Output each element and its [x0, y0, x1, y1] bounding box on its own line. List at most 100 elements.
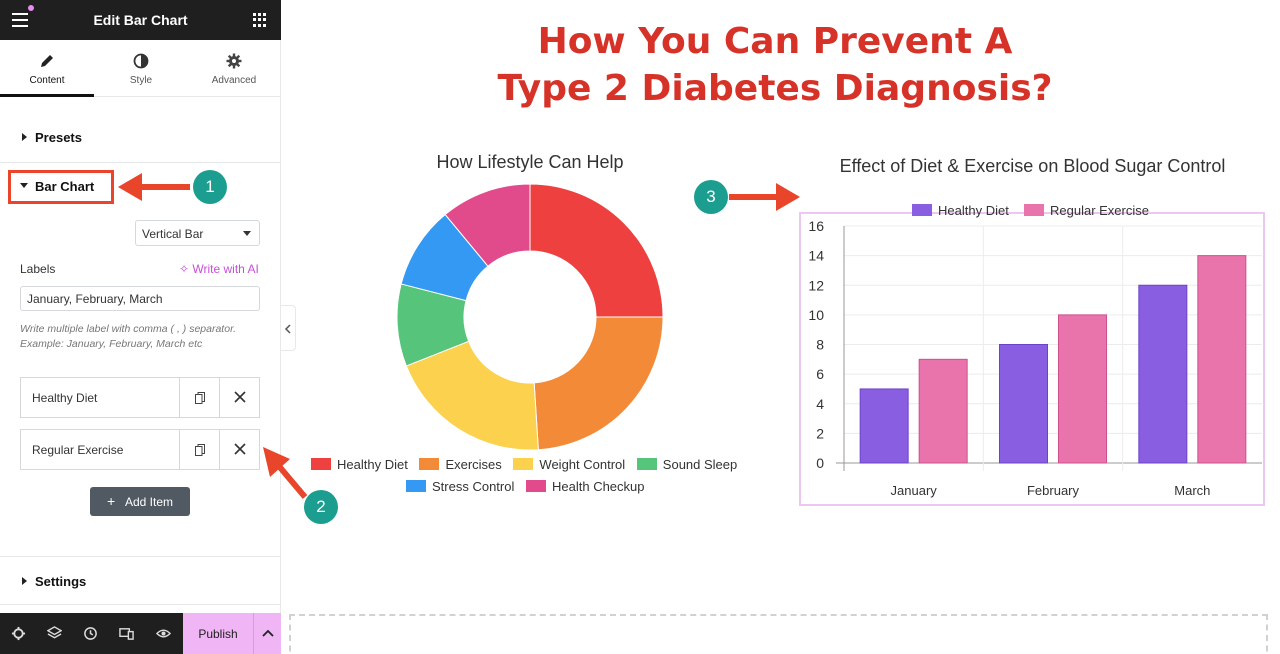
editor-title: Edit Bar Chart [93, 12, 188, 28]
x-tick-label: March [1174, 483, 1210, 498]
donut-slice[interactable] [405, 340, 539, 451]
preview-eye-icon[interactable] [156, 626, 171, 641]
tab-content[interactable]: Content [0, 40, 94, 97]
section-bar-chart-label: Bar Chart [35, 179, 95, 194]
legend-item[interactable]: Health Checkup [526, 479, 645, 494]
chevron-up-icon [262, 629, 274, 637]
donut-slice[interactable] [533, 316, 664, 451]
write-with-ai-link[interactable]: ✧ Write with AI [179, 262, 259, 276]
tab-style-label: Style [129, 75, 153, 86]
annotation-badge: 3 [694, 180, 728, 214]
y-tick-label: 12 [808, 277, 824, 293]
tab-advanced-label: Advanced [211, 75, 257, 86]
notification-dot [28, 5, 34, 11]
donut-slice[interactable] [529, 183, 664, 318]
x-tick-label: January [891, 483, 938, 498]
publish-button[interactable]: Publish [183, 613, 253, 654]
legend-item[interactable]: Stress Control [406, 479, 514, 494]
donut-slice[interactable] [444, 183, 531, 267]
history-icon[interactable] [83, 626, 98, 641]
y-tick-label: 2 [816, 425, 824, 441]
repeater-item[interactable]: Healthy Diet [20, 377, 260, 418]
collapse-panel-button[interactable] [281, 305, 296, 351]
y-tick-label: 6 [816, 366, 824, 382]
pencil-icon [41, 55, 53, 67]
tab-content-label: Content [29, 75, 65, 86]
bar-chart-title: Effect of Diet & Exercise on Blood Sugar… [839, 156, 1226, 176]
legend-item[interactable]: Healthy Diet [311, 457, 408, 472]
labels-help-text: Write multiple label with comma ( , ) se… [20, 323, 237, 350]
legend-label: Regular Exercise [1050, 203, 1149, 218]
caret-right-icon [22, 133, 27, 141]
bar[interactable] [1197, 255, 1247, 464]
legend-label: Weight Control [539, 457, 626, 472]
section-presets[interactable]: Presets [0, 111, 281, 163]
layers-icon[interactable] [47, 626, 62, 641]
duplicate-button[interactable] [179, 430, 219, 469]
chart-type-select-value: Vertical Bar [142, 227, 204, 241]
add-item-button[interactable]: + Add Item [90, 487, 190, 516]
repeater-item[interactable]: Regular Exercise [20, 429, 260, 470]
settings-gear-icon[interactable] [11, 626, 26, 641]
labels-field-label: Labels [20, 262, 56, 276]
legend-swatch [406, 480, 426, 492]
publish-options-button[interactable] [253, 613, 281, 654]
x-tick-label: February [1027, 483, 1080, 498]
legend-item[interactable]: Exercises [419, 457, 502, 472]
section-presets-label: Presets [35, 130, 82, 145]
close-icon [234, 391, 246, 403]
y-tick-label: 10 [808, 307, 824, 323]
labels-input[interactable]: January, February, March [20, 286, 260, 311]
duplicate-icon [195, 444, 205, 456]
section-bar-chart[interactable]: Bar Chart [0, 172, 281, 200]
bar[interactable] [918, 358, 968, 464]
bar[interactable] [859, 388, 909, 464]
section-settings[interactable]: Settings [0, 557, 281, 605]
y-tick-label: 0 [816, 455, 824, 471]
legend-label: Exercises [445, 457, 502, 472]
editor-tabs: Content Style Advanced [0, 40, 281, 97]
duplicate-button[interactable] [179, 378, 219, 417]
legend-swatch [1024, 204, 1044, 216]
donut-legend-row: Healthy Diet Exercises Weight Control So… [311, 457, 745, 472]
caret-down-icon [20, 183, 28, 188]
legend-swatch [912, 204, 932, 216]
repeater-item-label: Healthy Diet [32, 391, 98, 405]
widgets-grid-icon[interactable] [253, 13, 267, 27]
legend-label: Stress Control [432, 479, 515, 494]
remove-button[interactable] [219, 430, 259, 469]
responsive-icon[interactable] [119, 626, 134, 641]
annotation-highlight-box [8, 170, 114, 204]
editor-topbar: Edit Bar Chart [0, 0, 281, 40]
tab-advanced[interactable]: Advanced [187, 40, 281, 97]
tab-style[interactable]: Style [94, 40, 188, 97]
chart-type-select[interactable]: Vertical Bar [135, 220, 260, 246]
donut-chart-title: How Lifestyle Can Help [436, 152, 624, 172]
y-tick-label: 14 [808, 248, 824, 264]
legend-label: Health Checkup [552, 479, 645, 494]
bar[interactable] [999, 344, 1048, 464]
divider [0, 162, 281, 163]
legend-swatch [513, 458, 534, 470]
bar[interactable] [1058, 314, 1107, 464]
donut-legend-row: Stress Control Health Checkup [406, 479, 653, 494]
legend-swatch [526, 480, 546, 492]
bar[interactable] [1138, 284, 1188, 464]
plus-icon: + [107, 493, 116, 509]
sparkle-icon: ✧ [179, 262, 190, 276]
editor-bottombar: Publish [0, 613, 281, 654]
remove-button[interactable] [219, 378, 259, 417]
hamburger-menu-icon[interactable] [12, 13, 28, 27]
legend-item[interactable]: Sound Sleep [636, 457, 737, 472]
legend-item[interactable]: Weight Control [513, 457, 625, 472]
gear-icon [226, 53, 242, 69]
legend-label: Healthy Diet [337, 457, 408, 472]
duplicate-icon [195, 392, 205, 404]
y-tick-label: 8 [816, 337, 824, 353]
legend-swatch [636, 458, 657, 470]
donut-chart [396, 183, 664, 451]
y-tick-label: 4 [816, 396, 824, 412]
divider [0, 556, 281, 557]
repeater-item-label: Regular Exercise [32, 443, 124, 457]
drop-zone[interactable] [289, 614, 1268, 654]
